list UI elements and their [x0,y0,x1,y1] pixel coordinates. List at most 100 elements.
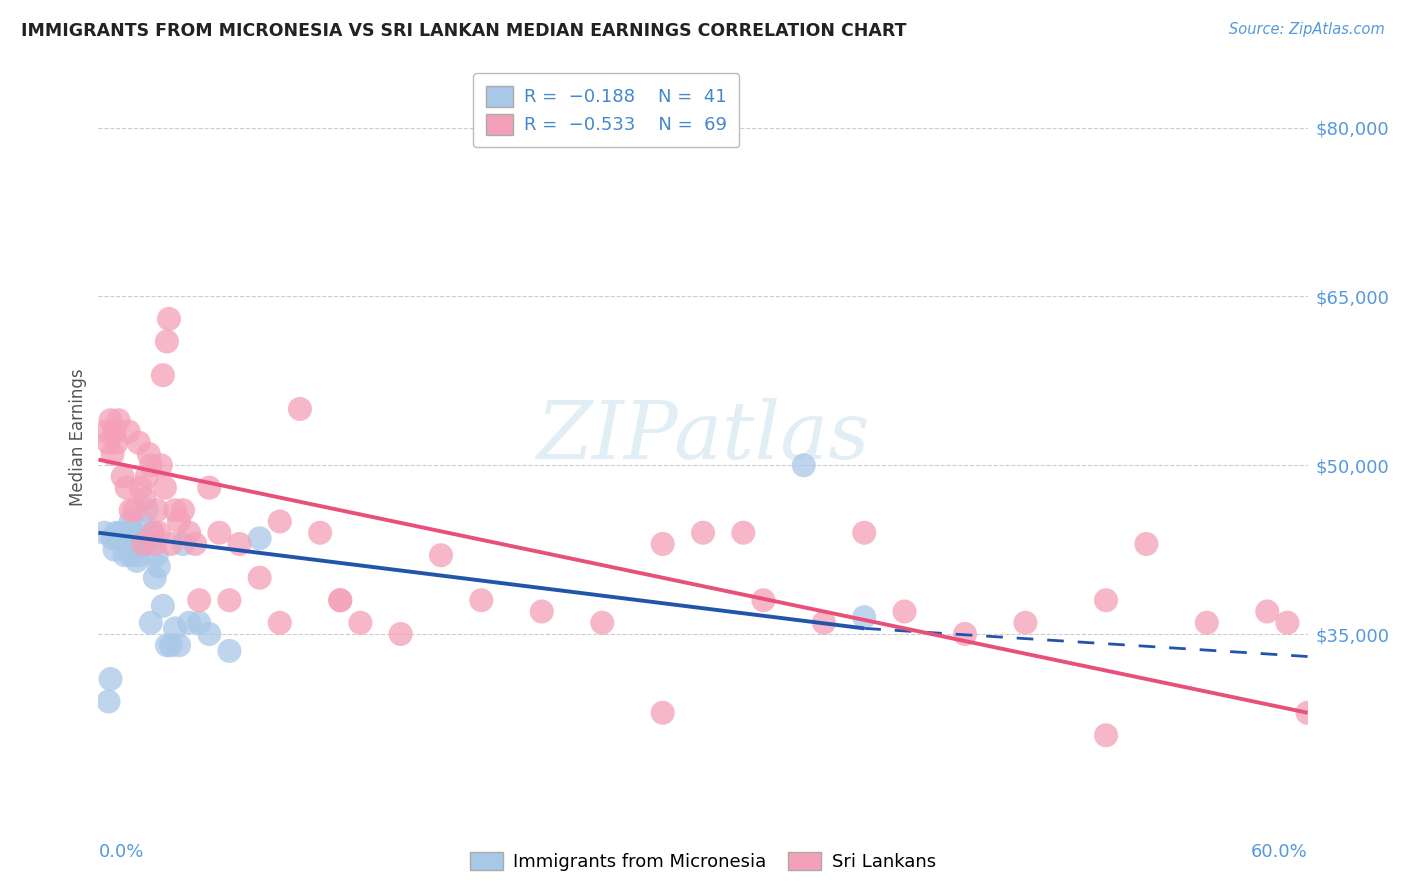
Point [129,481,152,495]
Point [813,615,835,630]
Text: 60.0%: 60.0% [1251,843,1308,861]
Point [101,532,124,546]
Point [329,593,352,607]
Legend: R =  −0.188    N =  41, R =  −0.533    N =  69: R = −0.188 N = 41, R = −0.533 N = 69 [474,73,740,147]
Text: ZIPatlas: ZIPatlas [536,399,870,475]
Point [184,537,207,551]
Point [1296,706,1319,720]
Point [153,481,176,495]
Point [100,672,122,686]
Point [329,593,352,607]
Point [1135,537,1157,551]
Point [135,503,157,517]
Point [530,605,553,619]
Point [124,537,146,551]
Point [132,537,155,551]
Point [97,694,120,708]
Point [430,548,453,562]
Point [309,525,332,540]
Point [107,532,129,546]
Point [103,542,125,557]
Point [115,525,138,540]
Point [793,458,815,473]
Point [105,525,128,540]
Point [198,481,221,495]
Point [591,615,613,630]
Point [1095,728,1118,742]
Point [188,615,211,630]
Point [121,525,143,540]
Point [100,413,122,427]
Point [139,458,162,473]
Point [96,425,118,439]
Point [110,525,132,540]
Point [389,627,412,641]
Point [179,615,201,630]
Point [105,435,128,450]
Point [651,706,673,720]
Point [157,312,180,326]
Point [470,593,492,607]
Point [1095,593,1118,607]
Point [135,469,157,483]
Point [249,571,271,585]
Point [120,503,142,517]
Text: Source: ZipAtlas.com: Source: ZipAtlas.com [1229,22,1385,37]
Point [111,525,134,540]
Point [692,525,714,540]
Point [149,458,172,473]
Point [139,615,162,630]
Point [893,605,915,619]
Point [218,644,240,658]
Point [218,593,240,607]
Point [1256,605,1278,619]
Point [172,503,194,517]
Point [134,491,156,506]
Point [143,571,166,585]
Point [208,525,231,540]
Point [152,599,174,613]
Point [269,615,291,630]
Point [128,435,150,450]
Point [148,525,170,540]
Point [1195,615,1218,630]
Point [128,548,150,562]
Point [101,447,124,461]
Point [134,537,156,551]
Point [125,554,148,568]
Point [1277,615,1299,630]
Point [1014,615,1036,630]
Point [148,559,170,574]
Point [124,503,146,517]
Point [111,469,134,483]
Point [156,638,179,652]
Point [160,537,183,551]
Point [188,593,211,607]
Point [179,525,201,540]
Legend: Immigrants from Micronesia, Sri Lankans: Immigrants from Micronesia, Sri Lankans [463,845,943,879]
Point [138,537,160,551]
Point [97,435,120,450]
Point [118,532,141,546]
Point [249,532,271,546]
Point [163,621,186,635]
Point [120,548,142,562]
Point [349,615,371,630]
Point [132,520,155,534]
Point [142,525,165,540]
Point [172,537,194,551]
Point [651,537,673,551]
Point [269,515,291,529]
Point [953,627,976,641]
Point [118,425,141,439]
Point [853,610,876,624]
Point [103,425,125,439]
Text: 0.0%: 0.0% [98,843,143,861]
Point [142,525,165,540]
Point [167,515,190,529]
Point [93,525,115,540]
Point [288,401,311,416]
Point [167,638,190,652]
Point [228,537,250,551]
Point [152,368,174,383]
